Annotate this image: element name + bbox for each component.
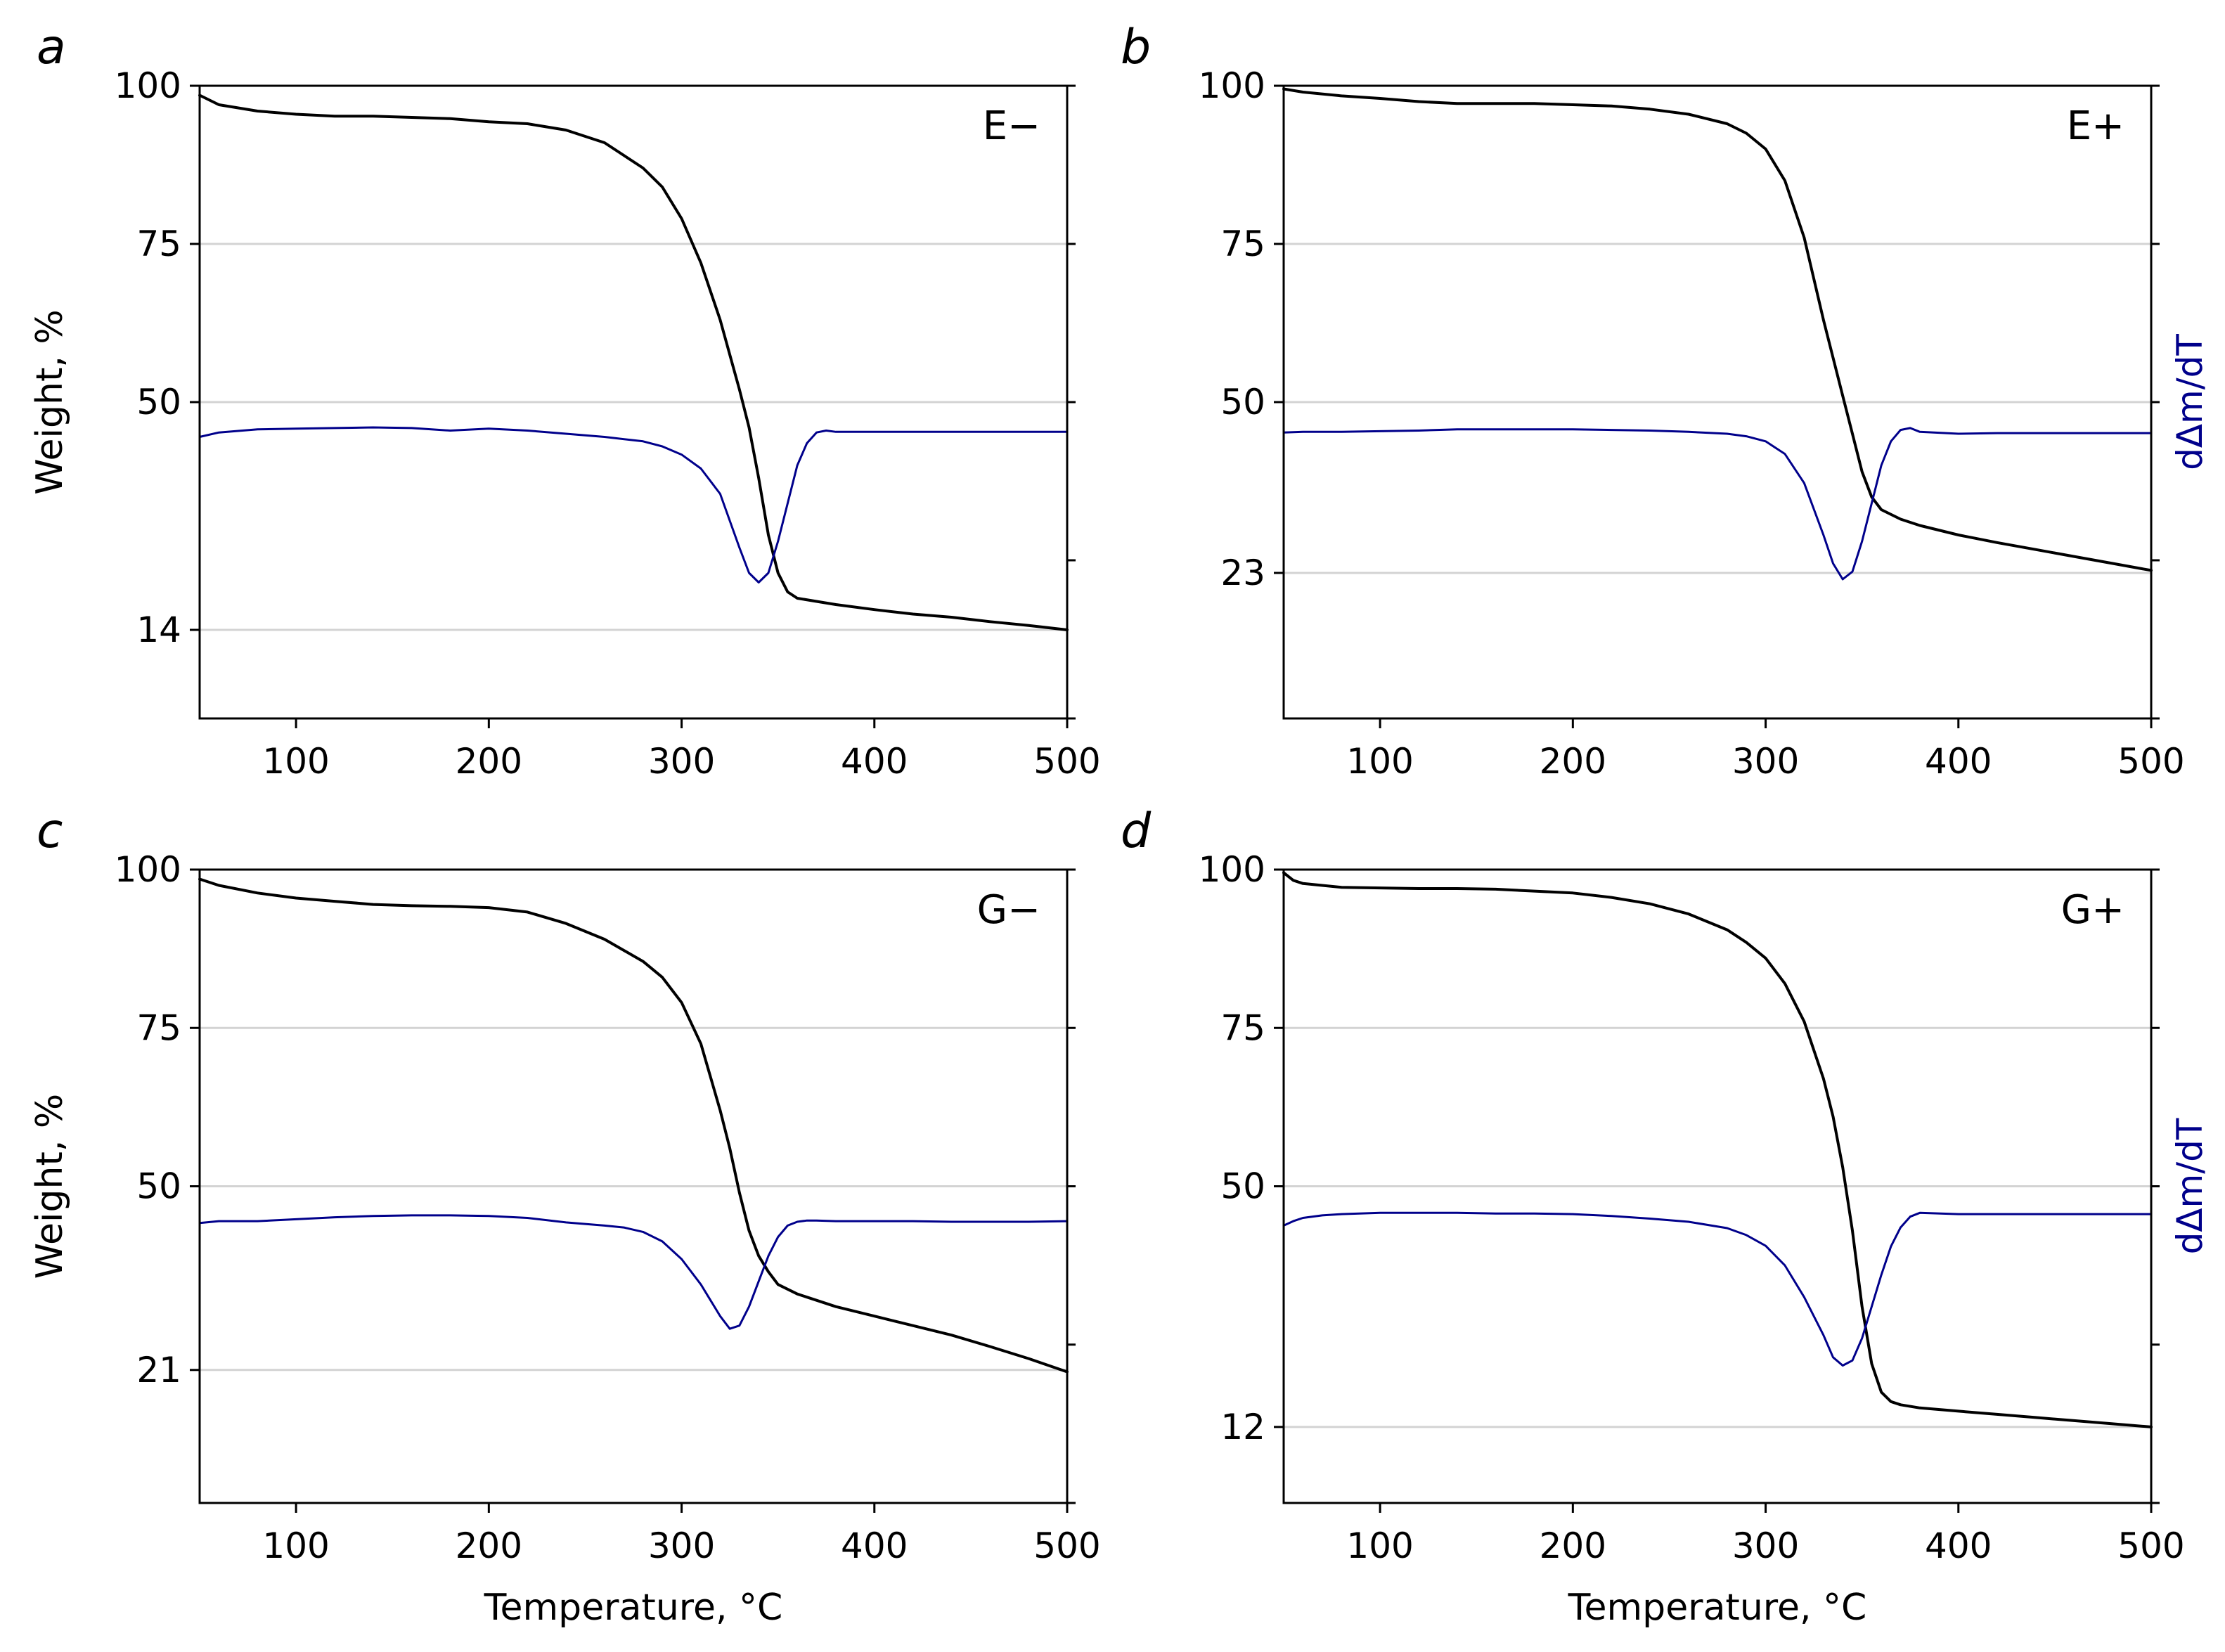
weight-curve	[1282, 87, 2153, 572]
x-tick-label: 200	[1540, 1525, 1606, 1566]
x-tick-label: 200	[456, 1525, 522, 1566]
y-tick-label: 75	[136, 224, 181, 264]
x-tick-label: 500	[2117, 741, 2184, 782]
x-tick-label: 500	[1033, 741, 1100, 782]
y-tick-label: 75	[136, 1007, 181, 1048]
panel-letter: b	[1121, 20, 1151, 75]
panel-c: 100 200 300 400 500 100 75 50 21 c G− Weight, % Temp…	[29, 804, 1101, 1629]
x-tick-label: 400	[841, 1525, 908, 1566]
panel-letter: a	[37, 20, 66, 75]
x-tick-label: 300	[648, 741, 715, 782]
sample-label: E+	[2067, 103, 2124, 149]
x-axis-title: Temperature, °C	[1568, 1587, 1867, 1629]
weight-curve	[198, 877, 1069, 1374]
y-tick-label: 75	[1220, 224, 1265, 264]
x-tick-label: 300	[1732, 1525, 1799, 1566]
panel-b: 100 200 300 400 500 100 75 50 23 b E+ dΔm/dT	[1121, 20, 2210, 782]
panel-a: 100 200 300 400 500 100 75 50 14 a E− Weight, %	[29, 20, 1101, 782]
y-tick-label: 50	[136, 1166, 181, 1207]
y-tick-label: 50	[1220, 1166, 1265, 1207]
y-tick-label: 14	[136, 609, 181, 650]
panel-letter: d	[1121, 804, 1152, 859]
x-tick-label: 300	[1732, 741, 1799, 782]
y2-axis-title: dΔm/dT	[2169, 334, 2210, 470]
y-tick-label: 100	[115, 849, 181, 890]
panel-letter: c	[37, 804, 63, 859]
y-tick-label: 23	[1220, 553, 1265, 593]
x-tick-label: 400	[1925, 741, 1992, 782]
x-tick-label: 200	[1540, 741, 1606, 782]
weight-curve	[198, 93, 1069, 631]
y2-axis-title: dΔm/dT	[2169, 1118, 2210, 1254]
y-axis-title: Weight, %	[29, 1094, 71, 1279]
x-tick-label: 300	[648, 1525, 715, 1566]
x-tick-label: 100	[1346, 1525, 1413, 1566]
x-tick-label: 100	[262, 1525, 329, 1566]
y-tick-label: 100	[1199, 849, 1265, 890]
derivative-curve	[198, 1214, 1069, 1330]
x-tick-label: 100	[262, 741, 329, 782]
y-tick-label: 50	[136, 382, 181, 422]
y-tick-label: 21	[136, 1350, 181, 1390]
x-tick-label: 200	[456, 741, 522, 782]
panel-d: 100 200 300 400 500 100 75 50 12 d G+ dΔm/dT Tempera…	[1121, 804, 2210, 1629]
derivative-curve	[1282, 1211, 2153, 1367]
sample-label: G−	[977, 887, 1040, 933]
derivative-curve	[1282, 427, 2153, 581]
y-tick-label: 75	[1220, 1007, 1265, 1048]
x-tick-label: 400	[1925, 1525, 1992, 1566]
sample-label: G+	[2061, 887, 2124, 933]
y-tick-label: 12	[1220, 1407, 1265, 1447]
y-tick-label: 50	[1220, 382, 1265, 422]
y-tick-label: 100	[1199, 65, 1265, 106]
x-tick-label: 400	[841, 741, 908, 782]
x-axis-title: Temperature, °C	[484, 1587, 783, 1629]
x-tick-label: 500	[2117, 1525, 2184, 1566]
x-tick-label: 500	[1033, 1525, 1100, 1566]
y-axis-title: Weight, %	[29, 309, 71, 495]
weight-curve	[1282, 871, 2153, 1428]
derivative-curve	[198, 426, 1069, 583]
x-tick-label: 100	[1346, 741, 1413, 782]
y-tick-label: 100	[115, 65, 181, 106]
sample-label: E−	[983, 103, 1040, 149]
